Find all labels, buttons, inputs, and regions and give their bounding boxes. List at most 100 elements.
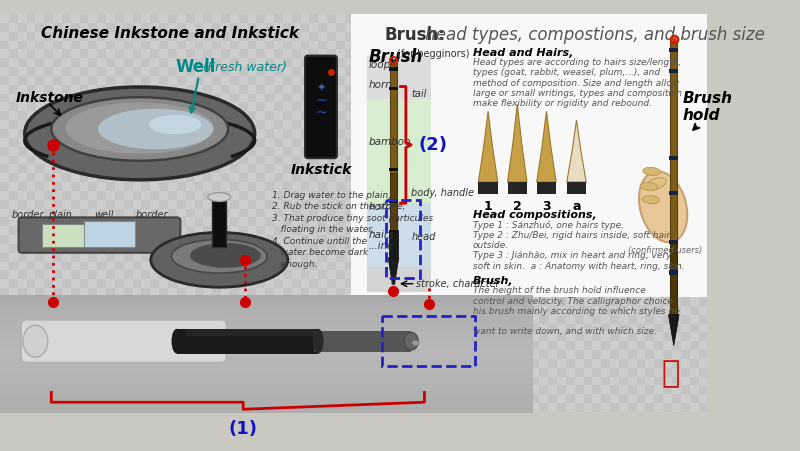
Bar: [574, 76, 583, 85]
Bar: [159, 67, 168, 76]
Bar: [610, 297, 619, 306]
Bar: [583, 226, 593, 235]
Bar: [530, 226, 539, 235]
Bar: [380, 85, 389, 94]
Bar: [35, 394, 44, 403]
Bar: [398, 129, 406, 138]
Bar: [159, 58, 168, 67]
Bar: [115, 315, 124, 323]
Bar: [513, 279, 522, 288]
Bar: [247, 147, 257, 156]
Bar: [425, 403, 434, 412]
Bar: [548, 76, 557, 85]
Bar: [194, 279, 203, 288]
Bar: [283, 41, 292, 50]
Bar: [194, 138, 203, 147]
Bar: [186, 377, 194, 386]
Bar: [380, 262, 389, 271]
Bar: [698, 41, 707, 50]
Bar: [434, 288, 442, 297]
Bar: [79, 129, 89, 138]
Bar: [266, 262, 274, 271]
Bar: [318, 341, 327, 350]
Bar: [168, 359, 177, 368]
Bar: [266, 208, 274, 217]
Bar: [238, 94, 247, 102]
Bar: [389, 403, 398, 412]
Bar: [257, 200, 266, 208]
Bar: [389, 271, 398, 279]
Bar: [530, 341, 539, 350]
Bar: [168, 341, 177, 350]
Bar: [672, 200, 681, 208]
Bar: [380, 332, 389, 341]
Bar: [637, 377, 646, 386]
Bar: [336, 279, 345, 288]
Bar: [301, 244, 310, 253]
Bar: [362, 76, 371, 85]
Bar: [62, 182, 70, 191]
Bar: [247, 271, 257, 279]
Bar: [371, 235, 380, 244]
Bar: [486, 58, 495, 67]
Bar: [345, 182, 354, 191]
Bar: [221, 279, 230, 288]
Bar: [327, 332, 336, 341]
Bar: [115, 306, 124, 315]
Bar: [106, 85, 115, 94]
Bar: [478, 76, 486, 85]
Bar: [142, 341, 150, 350]
Bar: [327, 23, 336, 32]
Bar: [292, 394, 301, 403]
Bar: [247, 288, 257, 297]
Bar: [221, 217, 230, 226]
Bar: [230, 138, 238, 147]
Bar: [690, 76, 698, 85]
Bar: [398, 262, 406, 271]
Bar: [62, 368, 70, 377]
Bar: [124, 279, 133, 288]
Bar: [26, 147, 35, 156]
Bar: [115, 111, 124, 120]
Bar: [212, 226, 221, 235]
Bar: [177, 120, 186, 129]
Bar: [663, 306, 672, 315]
Bar: [310, 359, 318, 368]
Bar: [415, 14, 425, 23]
Bar: [283, 58, 292, 67]
Bar: [133, 359, 142, 368]
Bar: [557, 332, 566, 341]
Bar: [257, 120, 266, 129]
Bar: [690, 217, 698, 226]
Bar: [194, 164, 203, 173]
Bar: [690, 315, 698, 323]
Bar: [681, 67, 690, 76]
Bar: [44, 191, 53, 200]
Bar: [35, 182, 44, 191]
Bar: [486, 306, 495, 315]
Bar: [310, 58, 318, 67]
Bar: [26, 23, 35, 32]
Bar: [698, 288, 707, 297]
Bar: [318, 23, 327, 32]
Bar: [0, 352, 533, 353]
Bar: [177, 129, 186, 138]
Bar: [98, 315, 106, 323]
Bar: [434, 262, 442, 271]
Bar: [42, 224, 84, 247]
Bar: [425, 129, 434, 138]
Bar: [434, 23, 442, 32]
Bar: [406, 58, 415, 67]
Bar: [566, 173, 574, 182]
Bar: [690, 138, 698, 147]
Bar: [690, 297, 698, 306]
Bar: [266, 271, 274, 279]
Bar: [266, 226, 274, 235]
Bar: [89, 23, 98, 32]
Bar: [26, 306, 35, 315]
Bar: [593, 138, 602, 147]
Bar: [318, 147, 327, 156]
Bar: [35, 377, 44, 386]
Bar: [274, 200, 283, 208]
Bar: [9, 50, 18, 58]
